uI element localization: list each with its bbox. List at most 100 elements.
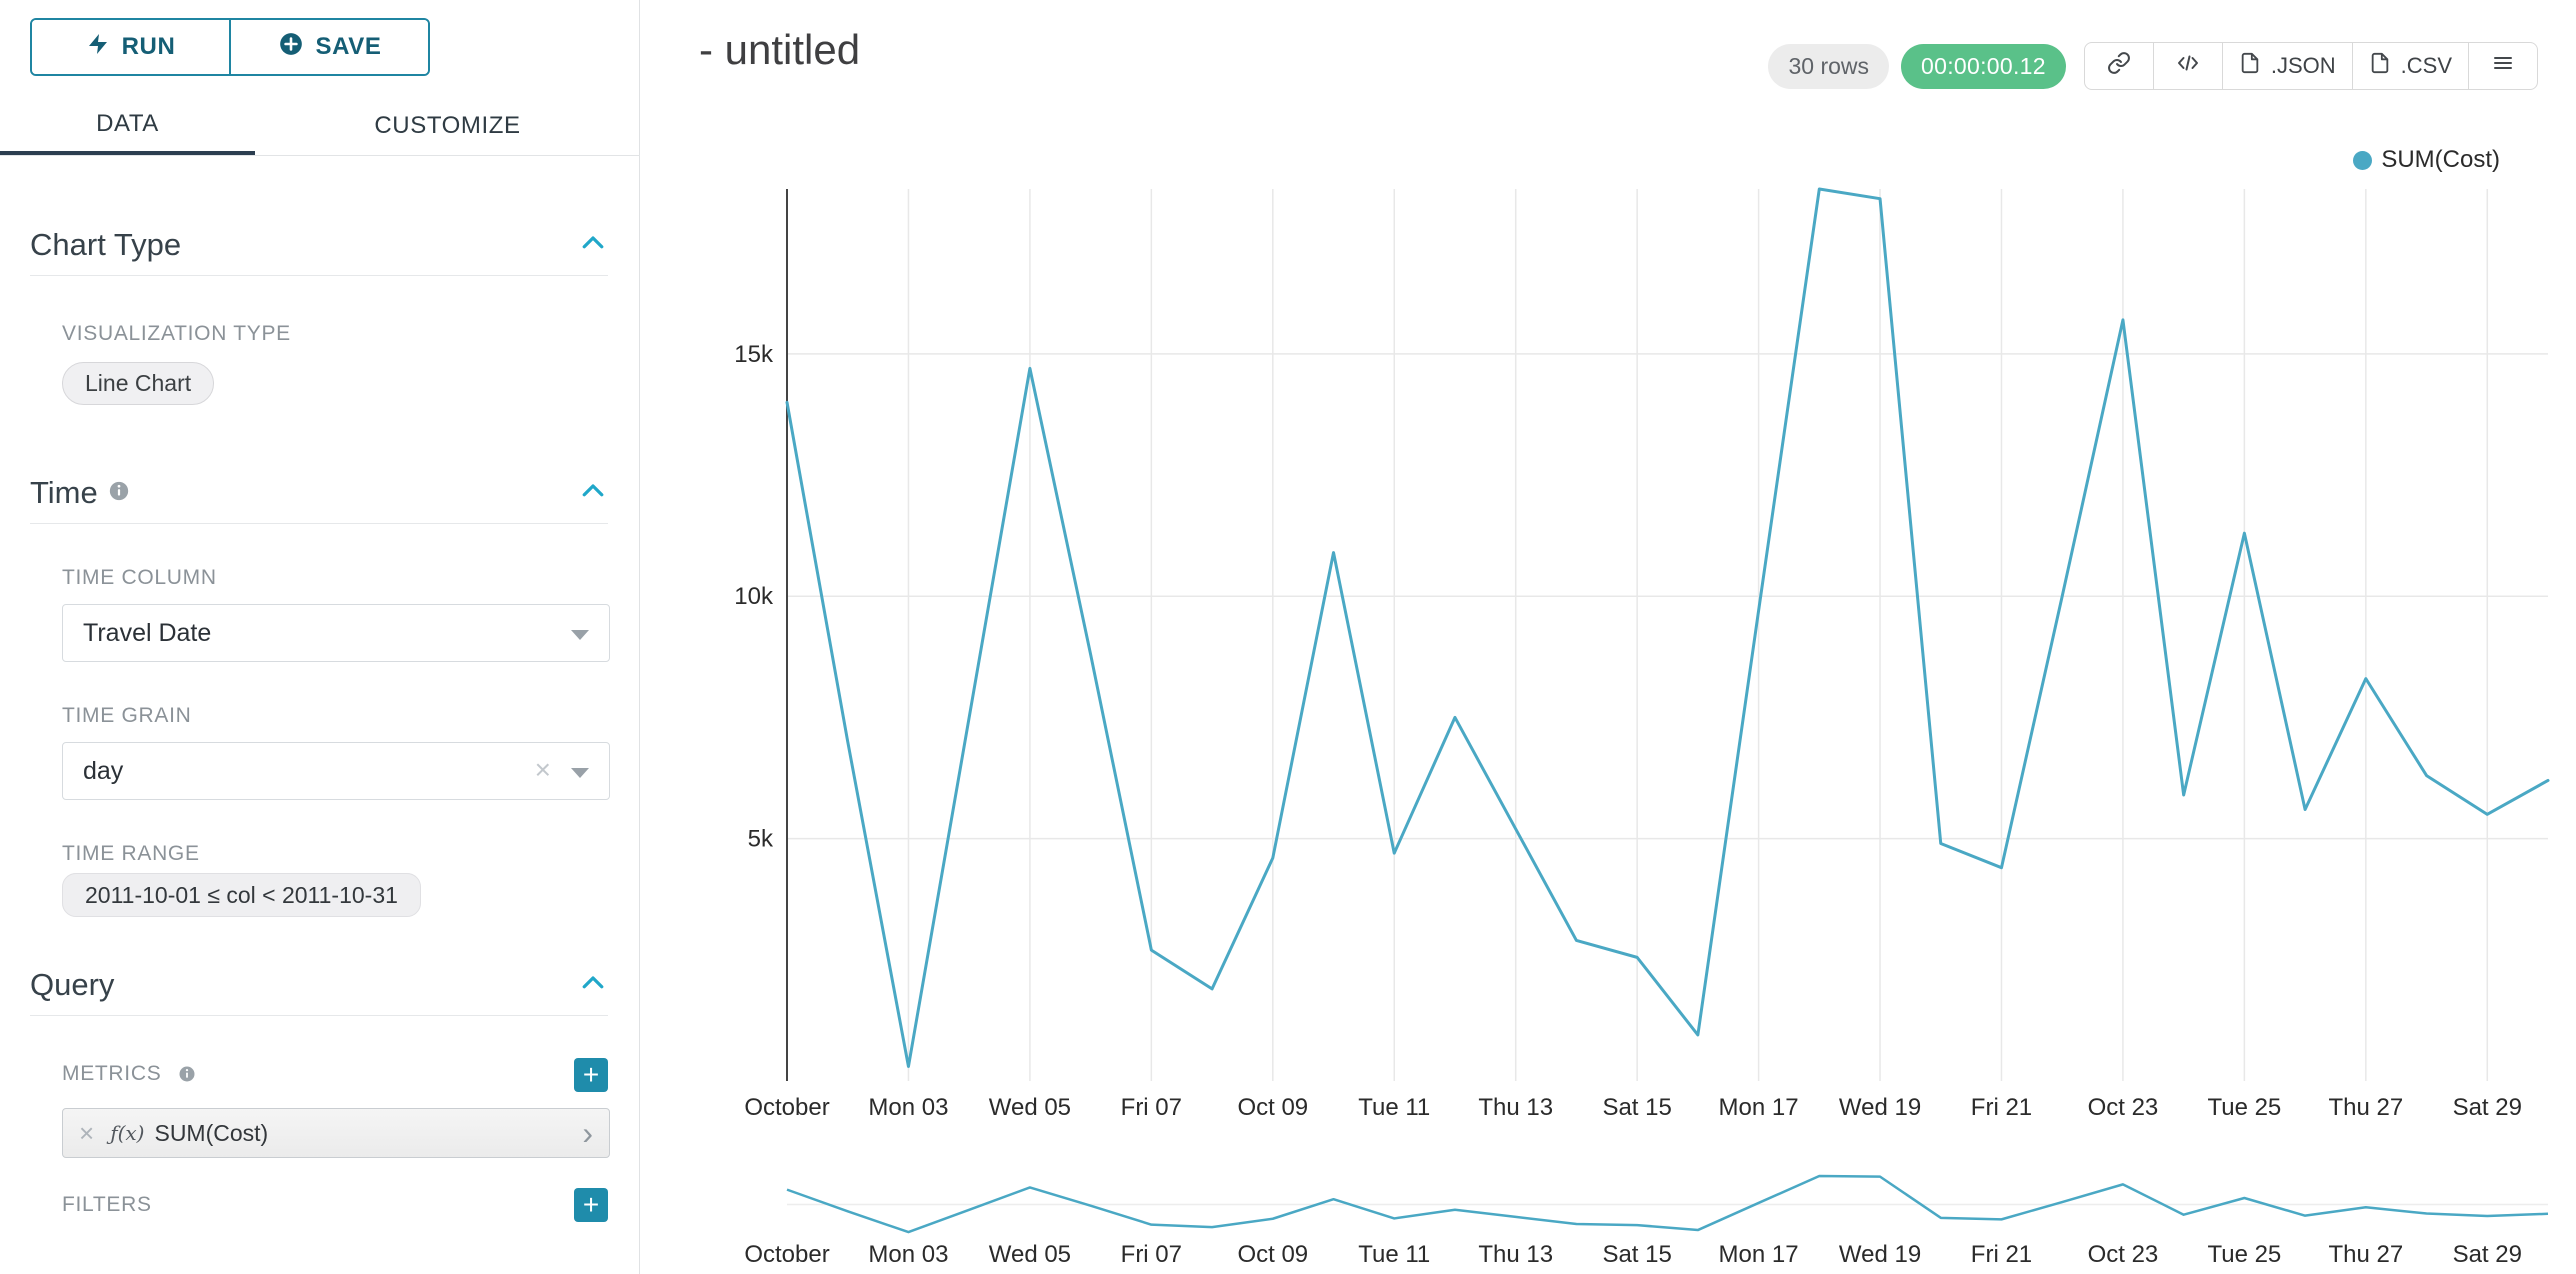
section-chart-type-header: Chart Type (30, 227, 608, 263)
mini-x-tick-label: Tue 25 (2207, 1241, 2281, 1268)
mini-x-tick-label: Wed 05 (989, 1241, 1071, 1268)
export-button-group: .JSON .CSV (2083, 42, 2538, 90)
tab-customize-label: CUSTOMIZE (374, 111, 521, 139)
caret-down-icon (571, 768, 589, 778)
time-grain-value: day (83, 756, 124, 785)
info-icon (108, 480, 130, 507)
time-grain-label: TIME GRAIN (62, 704, 192, 727)
chevron-right-icon[interactable]: › (582, 1115, 593, 1151)
chart-type-title: Chart Type (30, 227, 182, 262)
legend-item[interactable]: SUM(Cost) (2353, 146, 2500, 174)
x-tick-label: Tue 25 (2207, 1094, 2281, 1121)
time-range-pill[interactable]: 2011-10-01 ≤ col < 2011-10-31 (62, 873, 421, 917)
menu-icon (2491, 51, 2515, 81)
metric-name: SUM(Cost) (154, 1119, 269, 1146)
filters-label: FILTERS (62, 1193, 152, 1216)
time-range-label: TIME RANGE (62, 842, 200, 865)
chart-menu-button[interactable] (2468, 42, 2538, 90)
x-tick-label: Mon 03 (868, 1094, 948, 1121)
x-tick-label: Tue 11 (1358, 1094, 1430, 1121)
export-csv-label: .CSV (2400, 53, 2452, 78)
time-column-label: TIME COLUMN (62, 566, 217, 589)
file-text-icon (2369, 52, 2391, 80)
legend-label: SUM(Cost) (2381, 146, 2500, 173)
run-save-button-group: RUN SAVE (30, 18, 430, 76)
code-icon (2176, 51, 2200, 81)
x-tick-label: Thu 27 (2328, 1094, 2403, 1121)
save-button[interactable]: SAVE (229, 20, 428, 74)
mini-x-tick-label: Oct 23 (2088, 1241, 2159, 1268)
tab-data-label: DATA (96, 109, 159, 137)
x-tick-label: Fri 07 (1121, 1094, 1182, 1121)
chevron-up-icon[interactable] (578, 228, 608, 263)
tab-data[interactable]: DATA (0, 96, 255, 155)
mini-x-tick-label: Mon 03 (868, 1241, 948, 1268)
viz-type-pill[interactable]: Line Chart (62, 362, 215, 405)
mini-x-tick-label: Tue 11 (1358, 1241, 1430, 1268)
info-icon (178, 1065, 196, 1089)
viz-type-label: VISUALIZATION TYPE (62, 322, 291, 345)
remove-metric-icon[interactable]: × (79, 1117, 95, 1148)
x-tick-label: Thu 13 (1478, 1094, 1553, 1121)
time-grain-select[interactable]: day × (62, 742, 610, 800)
metrics-label: METRICS (62, 1062, 196, 1089)
run-button[interactable]: RUN (32, 20, 229, 74)
clear-icon[interactable]: × (534, 754, 551, 785)
chevron-up-icon[interactable] (578, 968, 608, 1003)
export-csv-button[interactable]: .CSV (2351, 42, 2469, 90)
export-json-label: .JSON (2270, 53, 2336, 78)
mini-x-tick-label: Thu 13 (1478, 1241, 1553, 1268)
legend-dot (2353, 150, 2373, 170)
x-tick-label: Wed 19 (1839, 1094, 1921, 1121)
x-tick-label: Sat 29 (2453, 1094, 2522, 1121)
metrics-label-text: METRICS (62, 1061, 162, 1085)
y-tick-label: 15k (734, 341, 774, 368)
mini-x-tick-label: Mon 17 (1719, 1241, 1799, 1268)
add-filter-button[interactable]: + (574, 1188, 608, 1222)
time-column-select[interactable]: Travel Date (62, 604, 610, 662)
section-query-header: Query (30, 967, 608, 1003)
export-json-button[interactable]: .JSON (2221, 42, 2353, 90)
view-query-button[interactable] (2152, 42, 2223, 90)
mini-x-tick-label: Wed 19 (1839, 1241, 1921, 1268)
controls-panel: Chart Type VISUALIZATION TYPE Line Chart… (0, 157, 638, 1274)
x-tick-label: Fri 21 (1971, 1094, 2032, 1121)
x-tick-label: Oct 23 (2088, 1094, 2159, 1121)
mini-x-tick-label: Sat 15 (1602, 1241, 1671, 1268)
file-code-icon (2239, 52, 2261, 80)
chart-canvas[interactable]: 5k 10k 15k October October Mon 03 Mon 03 Wed 05… (641, 0, 2576, 1274)
x-tick-label: Sat 15 (1602, 1094, 1671, 1121)
save-button-label: SAVE (315, 33, 382, 60)
link-icon (2107, 51, 2131, 81)
chevron-up-icon[interactable] (578, 476, 608, 511)
section-divider (30, 1015, 608, 1016)
metric-pill[interactable]: × ƒ(x) SUM(Cost) › (62, 1108, 610, 1158)
mini-x-tick-label: Oct 09 (1237, 1241, 1308, 1268)
mini-x-tick-label: Sat 29 (2453, 1241, 2522, 1268)
chart-title: - untitled (699, 26, 861, 73)
x-tick-label: October (744, 1094, 829, 1121)
header-controls: 30 rows 00:00:00.12 .JSON (1768, 42, 2538, 90)
run-button-label: RUN (121, 33, 176, 60)
row-count-badge: 30 rows (1768, 43, 1890, 89)
sidebar-tabs: DATA CUSTOMIZE (0, 96, 640, 156)
mini-series-line (786, 1174, 2549, 1234)
time-column-value: Travel Date (83, 618, 212, 647)
add-metric-button[interactable]: + (574, 1058, 608, 1092)
share-link-button[interactable] (2083, 42, 2154, 90)
x-tick-label: Mon 17 (1719, 1094, 1799, 1121)
caret-down-icon (571, 630, 589, 640)
tab-customize[interactable]: CUSTOMIZE (255, 96, 640, 155)
mini-x-tick-label: Fri 07 (1121, 1241, 1182, 1268)
series-line (785, 187, 2550, 1068)
control-sidebar: RUN SAVE DATA CUSTOMIZE Chart Type (0, 0, 640, 1274)
mini-x-tick-label: Thu 27 (2328, 1241, 2403, 1268)
section-divider (30, 523, 608, 524)
chart-main-area: - untitled 30 rows 00:00:00.12 (641, 0, 2576, 1274)
x-tick-label: Wed 05 (989, 1094, 1071, 1121)
bolt-icon (86, 32, 110, 63)
time-title: Time (30, 475, 98, 510)
plus-circle-icon (278, 31, 304, 64)
timer-badge: 00:00:00.12 (1901, 43, 2066, 89)
